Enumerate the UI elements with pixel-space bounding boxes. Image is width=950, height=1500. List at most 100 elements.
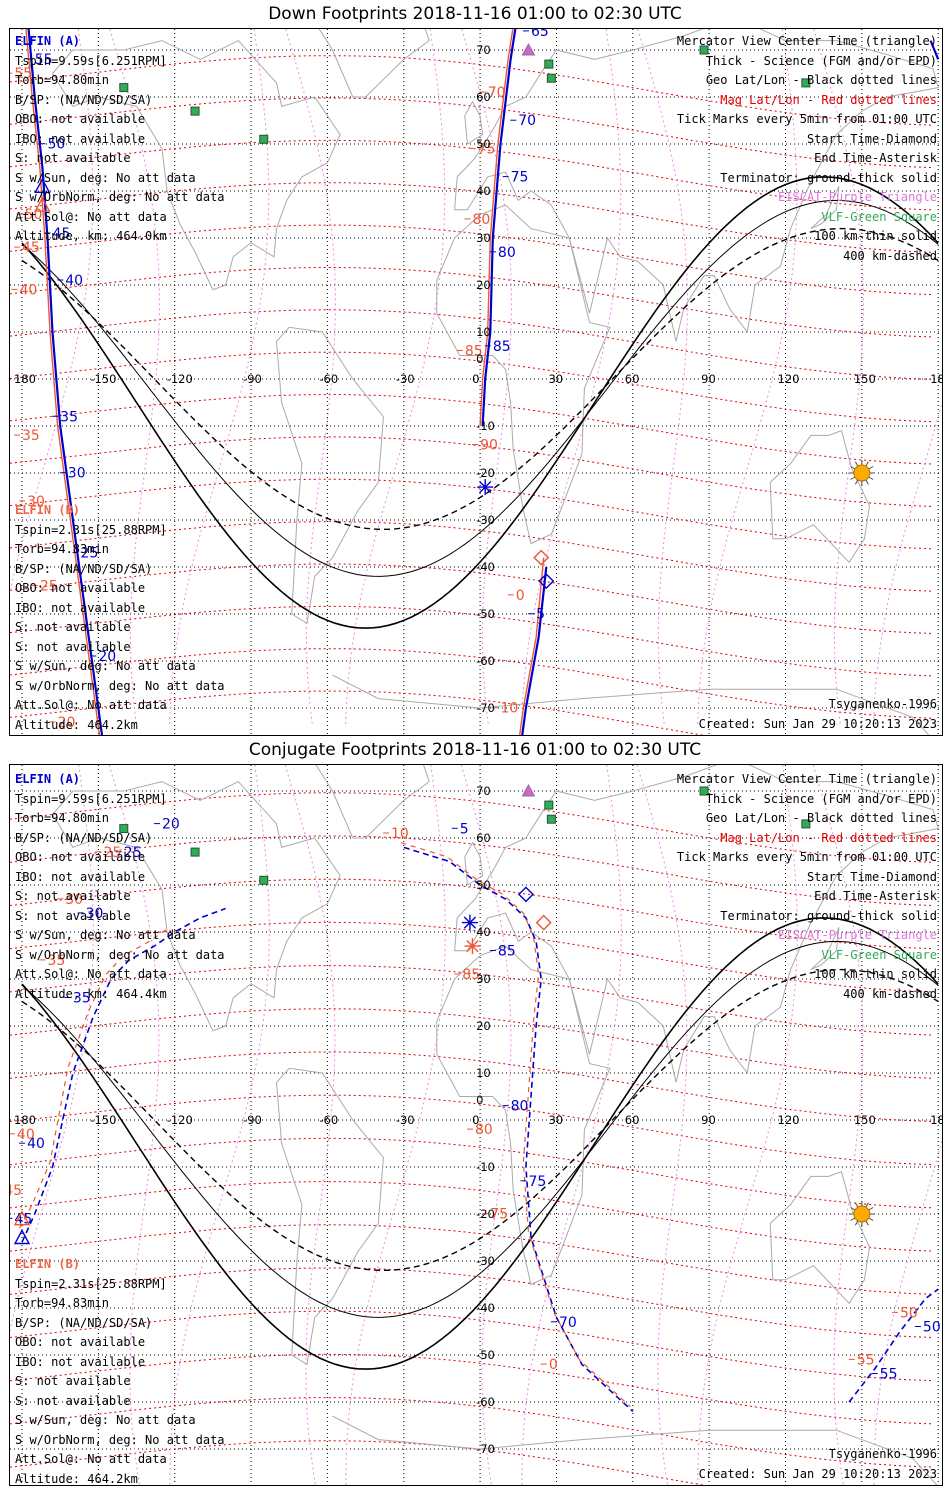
track-time-label: 35	[22, 428, 40, 444]
eiscat-triangle	[521, 783, 536, 797]
legend-line: 400 km-dashed	[843, 248, 937, 263]
lat-tick-label: 70	[476, 784, 491, 798]
track-time-label: 75	[478, 141, 496, 157]
coastlines	[52, 29, 939, 735]
info-line: OBO: not available	[15, 1335, 146, 1349]
legend-line: Mag Lat/Lon - Red dotted lines	[720, 92, 937, 107]
info-line: B/SP: (NA/ND/SD/SA)	[15, 830, 153, 845]
info-line: Tspin=9.59s[6.251RPM]	[15, 53, 167, 68]
lat-tick-label: -10	[476, 1160, 495, 1174]
elfin-a-east-track	[848, 1288, 939, 1403]
lat-tick-label: -30	[476, 1254, 495, 1268]
lat-tick-label: 30	[476, 231, 491, 245]
info-line: Att.Sol@: No att data	[15, 209, 167, 224]
legend-line: Mercator View Center Time (triangle)	[676, 772, 937, 786]
elfin-a-info: ELFIN (A) Tspin=9.59s[6.251RPM] Torb=94.…	[15, 770, 225, 1004]
mag-latitude-line	[10, 921, 935, 993]
legend-line: EISCAT-Purple Triangle	[778, 190, 937, 204]
info-line: B/SP: (NA/ND/SD/SA)	[15, 1315, 153, 1330]
track-time-label: 55	[880, 1367, 898, 1383]
start-diamond	[538, 573, 555, 590]
elfin-b-info: ELFIN (B) Tspin=2.31s[25.88RPM] Torb=94.…	[15, 1255, 225, 1485]
info-line: Att.Sol@: No att data	[15, 1452, 167, 1466]
mag-latitude-line	[10, 1051, 935, 1122]
elfin-b-name: ELFIN (B)	[15, 1257, 81, 1271]
eiscat-triangle	[521, 42, 536, 56]
lat-tick-label: -40	[476, 1301, 495, 1315]
lat-tick-label: -60	[476, 1395, 495, 1409]
lat-tick-label: 10	[476, 325, 491, 339]
track-time-label: 50	[900, 1305, 918, 1321]
lon-tick-label: 60	[625, 372, 640, 386]
mag-longitude-line	[460, 765, 512, 1485]
mag-latitude-line	[10, 1397, 935, 1468]
track-time-label: 25	[103, 845, 121, 861]
elfin-a-east-track	[929, 40, 940, 60]
track-time-label: 55	[35, 52, 53, 68]
mag-longitude-line	[812, 765, 864, 1485]
legend-line: End Time-Asterisk	[814, 151, 937, 165]
track-time-label: 20	[162, 817, 180, 833]
track-time-label: 5	[460, 821, 469, 837]
lat-tick-label: -50	[476, 1348, 495, 1362]
mag-latitude-line	[10, 1353, 935, 1425]
elfin-b-south-track	[519, 557, 545, 735]
terminator-400km	[21, 227, 939, 531]
info-line: OBO: not available	[15, 112, 146, 126]
lon-tick-label: -60	[319, 1113, 338, 1127]
info-line: Att.Sol@: No att data	[15, 698, 167, 712]
mag-latitude-line	[10, 1267, 935, 1338]
legend-line: VLF-Green Square	[821, 209, 937, 224]
coastline	[52, 39, 341, 291]
legend-line: Thick - Science (FGM and/or EPD)	[705, 791, 937, 806]
info-line: S w/Sun, deg: No att data	[15, 659, 196, 673]
track-time-label: 45	[53, 226, 71, 242]
elfin-a-name: ELFIN (A)	[15, 34, 81, 48]
track-time-label: 65	[531, 29, 549, 40]
mag-longitude-line	[169, 765, 270, 1485]
lat-tick-label: 50	[476, 878, 491, 892]
track-time-label: 30	[27, 494, 45, 510]
track-time-label: 75	[490, 1207, 508, 1223]
vlf-square	[546, 814, 556, 824]
lon-tick-label: 30	[548, 372, 563, 386]
map-canvas: 5202530354045858075705055102530354045858…	[10, 765, 942, 1485]
legend-line: VLF-Green Square	[821, 947, 937, 962]
track-time-label: 40	[17, 1127, 35, 1143]
coastline	[436, 204, 611, 545]
lon-tick-label: -150	[90, 1113, 116, 1127]
track-time-label: 30	[68, 466, 86, 482]
track-time-label: 0	[549, 1357, 558, 1373]
elfin-a-info: ELFIN (A) Tspin=9.59s[6.251RPM] Torb=94.…	[15, 32, 225, 247]
lat-tick-label: -50	[476, 607, 495, 621]
legend-line: Terminator: ground-thick solid	[720, 908, 937, 923]
info-line: S w/OrbNorm, deg: No att data	[15, 947, 225, 962]
info-line: S: not available	[15, 908, 131, 923]
coastline	[464, 100, 484, 145]
elfin-b-conj-track	[401, 842, 631, 1408]
elfin-b-info: ELFIN (B) Tspin=2.31s[25.88RPM] Torb=94.…	[15, 501, 225, 735]
legend-line: Geo Lat/Lon - Black dotted lines	[705, 73, 937, 87]
lat-tick-label: 40	[476, 184, 491, 198]
vlf-square	[699, 45, 709, 55]
mag-longitude-line	[345, 765, 446, 1485]
info-line: IBO: not available	[15, 1354, 146, 1369]
vlf-square	[119, 824, 129, 834]
mag-longitude-line	[636, 765, 688, 1485]
track-time-label: 85	[493, 339, 511, 355]
track-time-label: 75	[528, 1174, 546, 1190]
info-line: Tspin=9.59s[6.251RPM]	[15, 791, 167, 806]
end-asterisk	[463, 916, 477, 929]
track-time-label: 80	[472, 212, 490, 228]
subsolar-sun-icon	[853, 1205, 871, 1223]
track-time-label: 90	[480, 438, 498, 454]
footprint-tracks: 65 70 75 80 85 55 50 45 40 35 30 25 20 5 10 70 75 80 85 90 5…	[10, 29, 940, 735]
center-time-triangle	[34, 196, 51, 212]
info-line: S w/Sun, deg: No att data	[15, 170, 196, 185]
mag-longitude-line	[637, 29, 689, 726]
track-time-label: 45	[22, 240, 40, 256]
panel-title: Down Footprints 2018-11-16 01:00 to 02:3…	[268, 4, 682, 24]
lat-tick-label: -20	[476, 466, 495, 480]
legend-line: End Time-Asterisk	[814, 889, 937, 903]
subsolar-sun-icon	[853, 464, 871, 482]
